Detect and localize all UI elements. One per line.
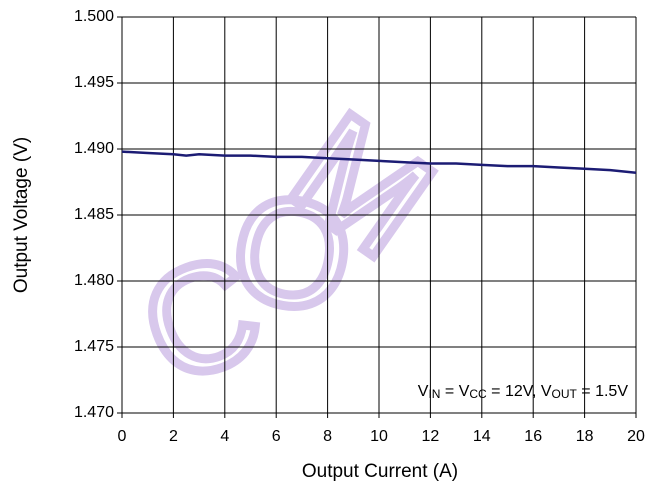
x-tick-label: 6 [272, 428, 281, 445]
annotation-part: = 1.5V [577, 383, 628, 400]
x-tick-label: 16 [524, 428, 542, 445]
y-tick-label: 1.500 [74, 8, 114, 25]
x-tick-label: 4 [220, 428, 229, 445]
y-tick-label: 1.495 [74, 74, 114, 91]
annotation-part: V [418, 383, 429, 400]
y-axis-title: Output Voltage (V) [11, 137, 32, 293]
annotation-part: = V [440, 383, 469, 400]
x-tick-label: 0 [118, 428, 127, 445]
y-tick-label: 1.470 [74, 404, 114, 421]
y-tick-label: 1.475 [74, 338, 114, 355]
x-tick-label: 10 [370, 428, 388, 445]
x-tick-label: 18 [576, 428, 594, 445]
annotation-part: CC [469, 387, 487, 401]
y-tick-label: 1.480 [74, 272, 114, 289]
y-tick-label: 1.490 [74, 140, 114, 157]
annotation-part: = 12V, V [487, 383, 552, 400]
y-tick-label: 1.485 [74, 206, 114, 223]
annotation-part: IN [428, 387, 440, 401]
x-axis-title: Output Current (A) [302, 461, 458, 482]
annotation: VIN = VCC = 12V, VOUT = 1.5V [418, 383, 629, 400]
x-tick-label: 14 [473, 428, 491, 445]
x-tick-label: 2 [169, 428, 178, 445]
data-line [121, 150, 637, 175]
x-tick-label: 12 [422, 428, 440, 445]
x-tick-label: 20 [627, 428, 645, 445]
annotation-part: OUT [552, 387, 578, 401]
x-tick-label: 8 [323, 428, 332, 445]
